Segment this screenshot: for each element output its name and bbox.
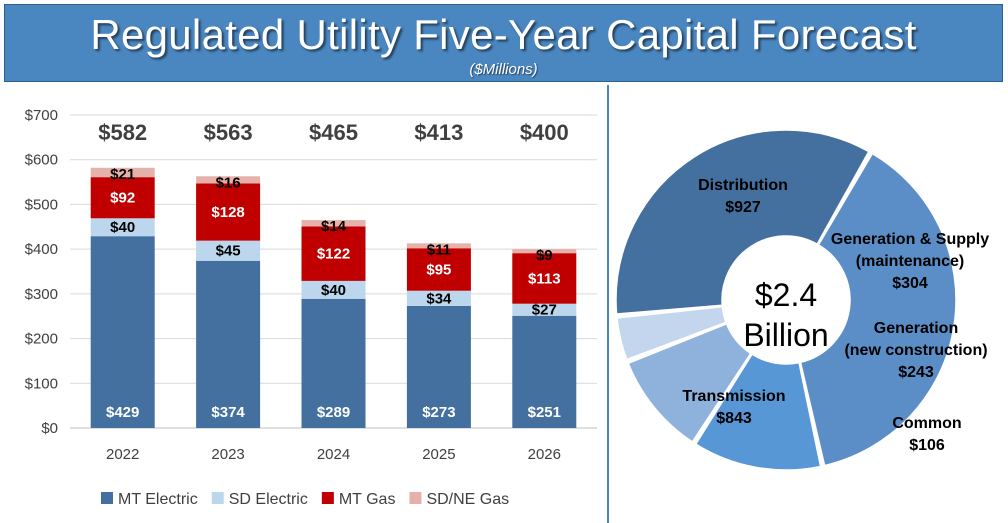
bar-segment-mt-gas: [512, 253, 577, 304]
legend-label: MT Gas: [339, 491, 396, 508]
legend-swatch: [321, 492, 334, 504]
bar-segment-sd-electric: [196, 240, 261, 261]
bar-total-label: $413: [414, 120, 463, 145]
bar-total-label: $465: [309, 120, 358, 145]
bar-segment-mt-gas: [90, 177, 155, 219]
pie-value-label: $843: [716, 410, 752, 427]
x-tick-label: 2022: [106, 446, 139, 463]
data-label-sd-electric: $34: [426, 290, 452, 307]
donut-center-unit: Billion: [743, 317, 828, 353]
data-label-sd-electric: $40: [110, 219, 135, 236]
y-tick-label: $400: [25, 241, 58, 258]
bar-segment-sd-ne-gas: [90, 167, 155, 178]
data-label-sd-electric: $27: [532, 302, 557, 319]
y-tick-label: $700: [25, 107, 58, 124]
y-tick-label: $200: [25, 331, 58, 348]
pie-value-label: $304: [892, 275, 928, 292]
pie-category-label: Common: [892, 415, 961, 432]
bar-segment-mt-electric: [512, 315, 577, 428]
pie-slice-distribution: [799, 152, 957, 467]
pie-category-label: (new construction): [844, 342, 987, 359]
data-label-sd-ne-gas: $9: [536, 247, 553, 264]
data-label-mt-electric: $374: [211, 404, 245, 421]
bar-segment-mt-electric: [406, 305, 471, 428]
pie-category-label: (maintenance): [856, 253, 964, 270]
chart-subtitle: ($Millions): [469, 61, 538, 78]
legend-swatch: [409, 492, 422, 504]
bar-segment-sd-electric: [90, 218, 155, 237]
bar-segment-sd-ne-gas: [301, 220, 366, 227]
pie-value-label: $106: [909, 437, 945, 454]
y-tick-label: $300: [25, 286, 58, 303]
pie-slice-transmission: [615, 129, 870, 315]
bar-total-label: $400: [520, 120, 569, 145]
bar-total-label: $563: [204, 120, 253, 145]
y-tick-label: $100: [25, 375, 58, 392]
legend-label: SD Electric: [229, 491, 308, 508]
bar-segment-mt-electric: [196, 260, 261, 428]
bar-segment-mt-gas: [301, 226, 366, 281]
data-label-mt-gas: $95: [426, 261, 451, 278]
x-tick-label: 2023: [211, 446, 244, 463]
pie-category-label: Generation & Supply: [831, 231, 989, 248]
panel-divider: [607, 85, 609, 523]
data-label-mt-electric: $289: [317, 404, 350, 421]
x-tick-label: 2025: [422, 446, 455, 463]
x-tick-label: 2024: [317, 446, 350, 463]
data-label-mt-gas: $122: [317, 246, 350, 263]
data-label-mt-electric: $251: [528, 404, 561, 421]
pie-value-label: $243: [898, 364, 934, 381]
pie-category-label: Transmission: [682, 388, 785, 405]
bar-segment-sd-ne-gas: [196, 176, 261, 184]
x-tick-label: 2026: [528, 446, 561, 463]
bar-segment-sd-electric: [301, 280, 366, 299]
legend-swatch: [211, 492, 224, 504]
pie-category-label: Generation: [874, 320, 958, 337]
data-label-mt-gas: $113: [528, 270, 561, 287]
legend-label: SD/NE Gas: [426, 491, 509, 508]
data-label-sd-ne-gas: $14: [321, 218, 347, 235]
data-label-sd-ne-gas: $21: [110, 166, 135, 183]
data-label-sd-electric: $40: [321, 282, 346, 299]
bar-segment-mt-electric: [90, 236, 155, 428]
bar-segment-sd-electric: [512, 303, 577, 316]
pie-slice-generation-supply: [694, 353, 822, 471]
legend-label: MT Electric: [118, 491, 198, 508]
bar-segment-mt-gas: [196, 183, 261, 241]
bar-segment-sd-electric: [406, 290, 471, 306]
pie-category-label: Distribution: [698, 177, 788, 194]
bar-segment-sd-ne-gas: [406, 243, 471, 249]
data-label-mt-electric: $273: [422, 404, 455, 421]
bar-segment-mt-gas: [406, 248, 471, 291]
y-tick-label: $0: [41, 420, 58, 437]
bar-total-label: $582: [98, 120, 147, 145]
data-label-sd-electric: $45: [216, 243, 241, 260]
chart-title: Regulated Utility Five-Year Capital Fore…: [90, 11, 917, 58]
bar-segment-mt-electric: [301, 298, 366, 428]
data-label-sd-ne-gas: $11: [427, 241, 451, 258]
bar-segment-sd-ne-gas: [512, 249, 577, 254]
title-banner: Regulated Utility Five-Year Capital Fore…: [4, 4, 1003, 82]
data-label-mt-electric: $429: [106, 404, 139, 421]
data-label-sd-ne-gas: $16: [216, 174, 241, 191]
pie-slice-common: [616, 305, 728, 361]
data-label-mt-gas: $92: [110, 190, 135, 207]
pie-slice-generation: [627, 322, 752, 443]
y-tick-label: $500: [25, 196, 58, 213]
donut-center-value: $2.4: [755, 277, 817, 313]
y-tick-label: $600: [25, 152, 58, 169]
pie-value-label: $927: [725, 199, 761, 216]
legend-swatch: [101, 492, 113, 504]
data-label-mt-gas: $128: [211, 204, 244, 221]
